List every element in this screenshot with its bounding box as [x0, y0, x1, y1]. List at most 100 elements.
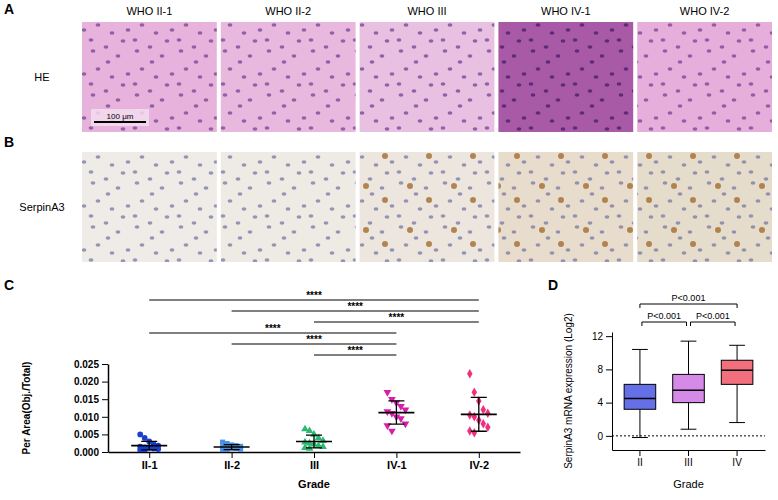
tick-label: 0.005: [74, 429, 99, 440]
tick: 0: [597, 431, 612, 442]
micrograph: [637, 22, 772, 132]
y-axis: 0.0000.0050.0100.0150.0200.025: [74, 359, 109, 458]
figure: WHO II-1WHO II-2WHO IIIWHO IV-1WHO IV-2A…: [0, 0, 778, 500]
scale-bar-back: [91, 109, 149, 126]
tick-label: 0.000: [74, 447, 99, 458]
data-point: [472, 387, 477, 396]
comparison-label: P<0.001: [672, 293, 706, 303]
comparison-label: ****: [389, 312, 405, 323]
tick-mark: [149, 452, 150, 458]
tick: IV-2: [470, 452, 490, 471]
whisker-upper: [688, 341, 689, 374]
whisker-lower: [737, 384, 738, 422]
data-point: [402, 422, 410, 429]
tick-label: 4: [597, 397, 603, 408]
panel-letter: B: [4, 134, 14, 150]
tick: 0.025: [74, 359, 108, 370]
tick-mark: [606, 369, 612, 370]
micrograph: [498, 22, 633, 132]
micrograph: [637, 152, 772, 262]
tick: III: [684, 450, 692, 468]
error-bar: [471, 397, 487, 431]
data-point: [472, 428, 477, 437]
tick: IV-1: [387, 452, 407, 471]
micrograph: [221, 22, 356, 132]
comparison-label: P<0.001: [647, 311, 681, 321]
error-bar: [141, 441, 157, 449]
figure-canvas: WHO II-1WHO II-2WHO IIIWHO IV-1WHO IV-2A…: [0, 0, 778, 500]
tick-mark: [102, 452, 108, 453]
x-axis: II-1 II-2 III IV-1 IV-2: [109, 452, 521, 471]
data-point: [142, 435, 148, 441]
plot-area: [131, 369, 497, 452]
axis-line: [612, 333, 613, 451]
comparison-label: ****: [265, 323, 281, 334]
column-label: WHO III: [407, 5, 446, 17]
row-label: SerpinA3: [19, 201, 64, 213]
tick-mark: [102, 399, 108, 400]
x-axis: IIIIIIV: [613, 450, 766, 468]
tick: II: [637, 450, 643, 468]
error-bar: [388, 401, 404, 424]
tick: II-2: [224, 452, 240, 471]
whisker-cap: [632, 437, 648, 438]
comparison-label: ****: [306, 334, 322, 345]
comparison-label: ****: [347, 301, 363, 312]
tick: III: [310, 452, 319, 471]
tick: 12: [592, 331, 612, 342]
box: [673, 374, 705, 402]
whisker-cap: [729, 422, 745, 423]
data-point: [467, 369, 472, 378]
tick-mark: [479, 452, 480, 458]
whisker-upper: [639, 349, 640, 384]
whisker-lower: [688, 403, 689, 430]
x-axis-title: Grade: [673, 478, 704, 490]
panel-letter: A: [4, 1, 14, 17]
whisker-cap: [729, 345, 745, 346]
reference-line: [612, 435, 765, 436]
micrograph: [82, 152, 217, 262]
tick-label: 0.015: [74, 394, 99, 405]
tick: II-1: [142, 452, 158, 471]
tick-label: 12: [592, 331, 604, 342]
comparison-label: ****: [347, 345, 363, 356]
y-axis: 04812: [592, 331, 613, 451]
comparison-bracket: [642, 322, 687, 326]
whisker-cap: [681, 429, 697, 430]
column-label: WHO II-2: [265, 5, 311, 17]
tick-mark: [737, 450, 738, 456]
tick-label: IV: [732, 457, 742, 468]
plot-area: [612, 341, 765, 437]
micrograph: [498, 152, 633, 262]
tick-label: II-1: [142, 459, 158, 471]
tick-mark: [606, 403, 612, 404]
whisker-cap: [632, 349, 648, 350]
panel-letter: D: [548, 277, 558, 293]
tick: IV: [732, 450, 742, 468]
tick: 0.020: [74, 376, 108, 387]
box: [721, 360, 753, 384]
median-line: [624, 398, 656, 400]
column-label: WHO IV-1: [541, 5, 591, 17]
tick-label: 0.020: [74, 376, 99, 387]
tick-mark: [102, 417, 108, 418]
row-label: HE: [34, 71, 49, 83]
micrograph: [82, 22, 217, 132]
data-point: [315, 433, 323, 440]
tick-label: 0: [597, 431, 603, 442]
tick-label: IV-1: [387, 459, 407, 471]
comparison-label: P<0.001: [696, 311, 730, 321]
median-line: [721, 369, 753, 371]
box: [624, 384, 656, 409]
whisker-lower: [639, 409, 640, 437]
median-line: [673, 389, 705, 391]
tick-label: III: [310, 459, 319, 471]
tick-mark: [606, 436, 612, 437]
error-bar: [224, 445, 240, 450]
scale-bar-label: 100 μm: [107, 112, 134, 121]
tick-label: II-2: [224, 459, 240, 471]
data-point: [137, 432, 143, 438]
tick-mark: [606, 336, 612, 337]
tick-mark: [232, 452, 233, 458]
tick-mark: [639, 450, 640, 456]
